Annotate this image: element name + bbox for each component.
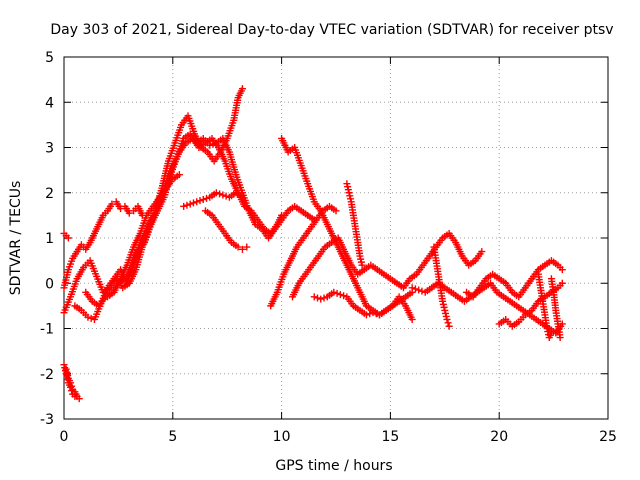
y-tick-label: -2 [40, 367, 54, 383]
data-layer [60, 85, 566, 403]
data-point [238, 245, 246, 253]
data-point [216, 190, 224, 198]
x-tick-label: 0 [60, 429, 69, 445]
series-arc-2 [60, 229, 72, 242]
x-tick-label: 20 [490, 429, 508, 445]
series-arc-8 [104, 171, 183, 301]
data-point [556, 334, 564, 342]
series-arc-13 [288, 229, 486, 301]
data-point [445, 322, 453, 330]
data-point [183, 201, 191, 209]
data-point [333, 289, 341, 297]
data-point [332, 207, 340, 215]
data-point [547, 329, 555, 337]
data-point [320, 294, 328, 302]
data-point [196, 197, 204, 205]
data-point [366, 310, 374, 318]
data-point [310, 293, 318, 301]
y-tick-label: -3 [40, 412, 54, 428]
y-tick-label: 3 [45, 141, 54, 157]
data-point [234, 243, 242, 251]
data-point [336, 291, 344, 299]
data-point [212, 189, 220, 197]
data-point [175, 171, 183, 179]
series-arc-19 [495, 279, 566, 330]
data-point [199, 196, 207, 204]
x-tick-label: 15 [381, 429, 399, 445]
data-point [68, 382, 76, 390]
series-arc-9 [180, 189, 246, 210]
y-tick-label: 2 [45, 186, 54, 202]
data-point [180, 202, 188, 210]
data-point [415, 286, 423, 294]
y-tick-label: 5 [45, 50, 54, 66]
axis-ticks: 0 5 10 15 20 25 -3 -2 -1 0 1 2 3 4 5 [40, 50, 617, 445]
data-point [358, 261, 366, 269]
data-point [206, 141, 214, 149]
data-point [219, 191, 227, 199]
x-tick-label: 25 [599, 429, 617, 445]
data-point [330, 288, 338, 296]
data-point [87, 314, 95, 322]
chart-title: Day 303 of 2021, Sidereal Day-to-day VTE… [50, 22, 613, 38]
data-point [408, 315, 416, 323]
data-point [317, 295, 325, 303]
data-point [209, 140, 217, 148]
data-point [340, 292, 348, 300]
x-tick-label: 5 [168, 429, 177, 445]
data-point [444, 319, 452, 327]
series-arc-4 [60, 85, 246, 317]
data-point [193, 198, 201, 206]
y-tick-label: 0 [45, 276, 54, 292]
data-point [243, 243, 251, 251]
series-arc-7 [62, 365, 83, 403]
data-point [186, 200, 194, 208]
data-point [238, 193, 246, 201]
series-arc-3 [60, 198, 146, 292]
data-point [75, 395, 83, 403]
data-point [125, 209, 133, 217]
data-point [238, 85, 246, 93]
series-arc-15 [343, 180, 366, 269]
y-axis-label: SDTVAR / TECUs [8, 181, 24, 296]
series-arc-17 [430, 243, 453, 330]
series-arc-14 [310, 288, 416, 319]
data-point [203, 194, 211, 202]
data-point [558, 266, 566, 274]
data-point [478, 248, 486, 256]
data-point [189, 199, 197, 207]
data-point [362, 311, 370, 319]
data-point [64, 234, 72, 242]
series-arc-21 [547, 275, 564, 342]
series-arc-20 [534, 270, 555, 342]
x-axis-label: GPS time / hours [275, 458, 392, 474]
data-point [314, 294, 322, 302]
data-point [84, 313, 92, 321]
y-tick-label: -1 [40, 322, 54, 338]
data-point [443, 315, 451, 323]
x-tick-label: 10 [273, 429, 291, 445]
y-tick-label: 4 [45, 95, 54, 111]
data-point [411, 285, 419, 293]
y-tick-label: 1 [45, 231, 54, 247]
data-point [408, 284, 416, 292]
series-arc-10 [201, 207, 251, 253]
data-point [67, 379, 75, 387]
series-arc-18 [463, 257, 566, 301]
data-point [369, 309, 377, 317]
data-point [558, 279, 566, 287]
